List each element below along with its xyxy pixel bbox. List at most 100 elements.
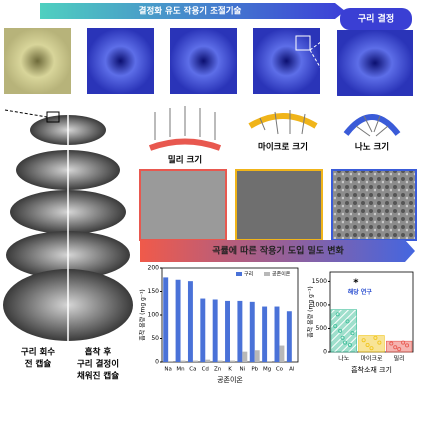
point [361,338,366,343]
micrograph [253,28,320,94]
point [369,346,374,351]
x-tick-label: Zn [214,367,222,373]
x-tick-label: 마이크로 [360,355,383,363]
size-label: 나노 크기 [355,142,389,153]
bar [192,360,198,362]
y-tick-label: 50 [151,335,159,342]
y-tick-label: 0 [155,359,159,366]
range-area [330,309,357,353]
bar [175,279,181,362]
bar [242,351,248,362]
bar [163,277,169,362]
bar [200,298,206,362]
capsule-label: 흡착 후 [85,347,112,358]
bar [274,306,280,362]
bar [237,300,243,362]
zoom-box [295,35,311,51]
sem-image [331,169,417,241]
y-tick-label: 100 [148,312,160,319]
point [338,328,343,333]
legend-swatch [264,272,270,276]
bar [286,311,292,362]
legend-label: 구리 [244,271,253,278]
capsule-label: 구리 결정이 [77,359,119,370]
point [401,340,406,345]
micrograph [87,28,154,94]
y-tick-label: 200 [148,265,160,272]
size-diagrams [148,106,401,151]
y-tick-label: 0 [323,349,327,356]
micrograph [337,30,413,96]
sem-image [235,169,323,241]
point [340,335,345,340]
y-axis-label: 흡착 용량 (mg g⁻¹) [307,286,315,338]
zoom-line [309,29,338,51]
x-tick-label: K [228,367,232,373]
arrow [140,240,415,262]
bar [230,360,235,362]
badge: 구리 결정 [358,13,394,25]
x-axis-label: 흡착소재 크기 [351,365,392,374]
badge-bg [340,8,412,30]
bar [217,360,223,362]
x-tick-label: Mn [176,367,185,373]
capsule-label: 전 캡슐 [25,359,52,370]
point [365,342,370,347]
capsules [3,109,133,345]
point [377,340,382,345]
capsule-label: 구리 회수 [21,347,55,358]
x-tick-label: Mg [263,367,271,373]
x-tick-label: Ca [189,367,196,373]
x-tick-label: Co [276,367,284,373]
sem-image [139,169,227,241]
size-label: 마이크로 크기 [258,142,308,153]
point [343,340,348,345]
bar [249,301,255,362]
point [333,324,338,329]
bar [205,359,211,362]
micrograph [170,28,237,94]
x-tick-label: Cd [202,367,209,373]
size-label: 밀리 크기 [168,155,202,166]
x-tick-label: 밀리 [394,355,405,363]
bar [267,361,273,362]
banner-title: 결정화 유도 작용기 조절기술 [139,6,242,17]
x-tick-label: Ni [240,367,246,373]
legend-swatch [236,272,242,276]
x-tick-label: Al [289,367,295,373]
point [347,342,352,347]
bar [262,306,268,362]
bar [168,361,174,362]
y-tick-label: 500 [316,325,328,332]
point [393,345,398,350]
point [373,335,378,340]
bar [254,350,260,362]
range-area [386,340,413,353]
arrow [40,3,345,19]
x-axis-label: 공존이온 [217,375,243,384]
legend-label: 공존이온 [272,271,291,278]
highlight-star: * [353,277,359,288]
x-tick-label: 나노 [338,355,350,363]
point [335,312,340,317]
point [350,331,355,336]
bar [279,345,285,362]
highlight-label: 해당 연구 [348,288,373,296]
y-axis-label: 흡착 용량 (mg g⁻¹) [139,289,147,341]
zoom-line [309,49,338,97]
x-tick-label: Na [164,367,172,373]
bar [212,299,218,362]
y-tick-label: 1000 [312,301,327,308]
point [345,319,350,324]
y-tick-label: 1500 [312,278,327,285]
point [397,347,402,352]
x-tick-label: Pb [251,367,258,373]
bar [180,360,186,362]
curvature-title: 곡률에 따른 작용기 도입 밀도 변화 [212,245,344,257]
bar [225,300,230,362]
y-tick-label: 150 [148,288,160,295]
point [405,343,410,348]
micrograph [4,28,71,94]
capsule-label: 채워진 캡슐 [77,371,119,382]
